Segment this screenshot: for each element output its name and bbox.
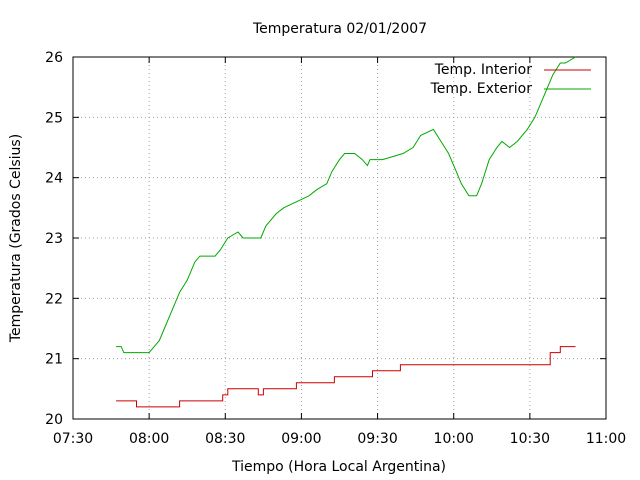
x-tick-label: 11:00 — [586, 431, 626, 447]
series-lines — [116, 56, 576, 408]
y-tick-label: 21 — [45, 352, 63, 368]
legend-label-exterior: Temp. Exterior — [430, 81, 533, 97]
y-tick-label: 20 — [45, 412, 63, 428]
axis-ticks — [72, 56, 607, 420]
x-tick-label: 07:30 — [53, 431, 93, 447]
grid — [73, 57, 606, 419]
y-tick-label: 22 — [45, 291, 63, 307]
x-tick-label: 08:30 — [205, 431, 245, 447]
x-axis-title: Tiempo (Hora Local Argentina) — [231, 459, 446, 475]
series-line-interior — [116, 346, 576, 408]
series-line-exterior — [116, 56, 576, 354]
legend: Temp. Interior Temp. Exterior — [430, 62, 591, 97]
chart-title: Temperatura 02/01/2007 — [252, 21, 427, 37]
legend-label-interior: Temp. Interior — [434, 62, 533, 78]
y-tick-label: 25 — [45, 110, 63, 126]
x-tick-label: 08:00 — [129, 431, 169, 447]
y-tick-label: 26 — [45, 50, 63, 66]
x-tick-label: 10:00 — [434, 431, 474, 447]
y-tick-label: 24 — [45, 171, 63, 187]
x-tick-label: 10:30 — [510, 431, 550, 447]
x-tick-label: 09:30 — [357, 431, 397, 447]
y-tick-label: 23 — [45, 231, 63, 247]
x-tick-label: 09:00 — [281, 431, 321, 447]
y-axis-title: Temperatura (Grados Celsius) — [8, 134, 24, 343]
